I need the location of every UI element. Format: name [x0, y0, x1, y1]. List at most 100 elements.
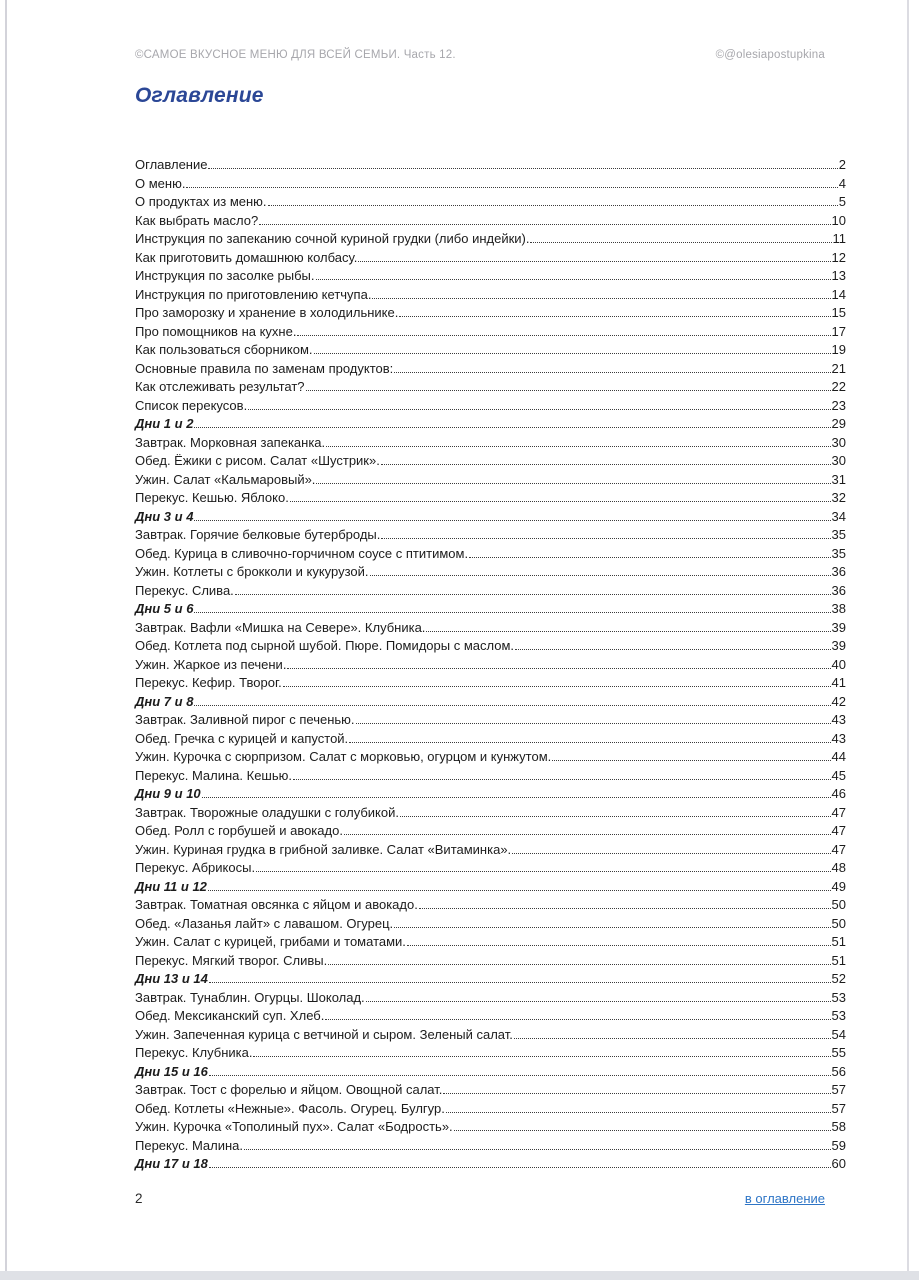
toc-entry-label: Ужин. Куриная грудка в грибной заливке. …	[135, 841, 512, 857]
toc-entry[interactable]: Завтрак. Вафли «Мишка на Севере». Клубни…	[135, 619, 846, 638]
toc-dot-leader	[316, 480, 831, 484]
toc-entry[interactable]: Обед. Мексиканский суп. Хлеб. 53	[135, 1007, 846, 1026]
toc-entry-label: Оглавление	[135, 157, 208, 172]
toc-entry[interactable]: Дни 9 и 10 46	[135, 785, 846, 804]
toc-entry[interactable]: Инструкция по приготовлению кетчупа. 14	[135, 286, 846, 305]
toc-entry[interactable]: Как отслеживать результат? 22	[135, 378, 846, 397]
toc-dot-leader	[358, 258, 831, 262]
toc-entry[interactable]: Перекус. Малина. 59	[135, 1137, 846, 1156]
toc-entry[interactable]: Дни 3 и 4 34	[135, 508, 846, 527]
toc-dot-leader	[289, 498, 831, 502]
toc-dot-leader	[297, 332, 831, 336]
toc-entry[interactable]: Завтрак. Тост с форелью и яйцом. Овощной…	[135, 1081, 846, 1100]
toc-entry-page: 10	[831, 212, 846, 228]
toc-entry[interactable]: Дни 5 и 6 38	[135, 600, 846, 619]
toc-dot-leader	[512, 850, 831, 854]
toc-entry[interactable]: Перекус. Абрикосы. 48	[135, 859, 846, 878]
toc-entry[interactable]: Перекус. Слива. 36	[135, 582, 846, 601]
toc-entry-page: 12	[831, 249, 846, 265]
toc-entry[interactable]: Завтрак. Заливной пирог с печенью. 43	[135, 711, 846, 730]
toc-entry[interactable]: Ужин. Салат с курицей, грибами и томатам…	[135, 933, 846, 952]
toc-entry-page: 35	[831, 545, 846, 561]
toc-entry[interactable]: Дни 17 и 18 60	[135, 1155, 846, 1174]
toc-entry-label: О меню.	[135, 175, 186, 191]
toc-entry[interactable]: Завтрак. Томатная овсянка с яйцом и авок…	[135, 896, 846, 915]
toc-entry[interactable]: Обед. Ролл с горбушей и авокадо. 47	[135, 822, 846, 841]
toc-dot-leader	[369, 572, 831, 576]
toc-entry-page: 29	[831, 416, 846, 431]
page-title: Оглавление	[135, 84, 264, 107]
toc-entry[interactable]: Обед. Котлеты «Нежные». Фасоль. Огурец. …	[135, 1100, 846, 1119]
toc-entry[interactable]: Перекус. Кефир. Творог. 41	[135, 674, 846, 693]
toc-entry[interactable]: Ужин. Котлеты с брокколи и кукурузой. 36	[135, 563, 846, 582]
toc-entry[interactable]: Ужин. Запеченная курица с ветчиной и сыр…	[135, 1026, 846, 1045]
header-copyright-text: ©САМОЕ ВКУСНОЕ МЕНЮ ДЛЯ ВСЕЙ СЕМЬИ. Част…	[135, 49, 456, 61]
toc-entry-label: Про заморозку и хранение в холодильнике.	[135, 305, 399, 320]
toc-entry[interactable]: Как приготовить домашнюю колбасу. 12	[135, 249, 846, 268]
toc-entry[interactable]: Ужин. Курочка «Тополиный пух». Салат «Бо…	[135, 1118, 846, 1137]
toc-entry[interactable]: Оглавление 2	[135, 156, 846, 175]
toc-entry-page: 13	[831, 268, 846, 283]
toc-entry[interactable]: Завтрак. Морковная запеканка. 30	[135, 434, 846, 453]
toc-dot-leader	[326, 443, 831, 447]
toc-dot-leader	[399, 313, 831, 317]
toc-entry[interactable]: Как выбрать масло? 10	[135, 212, 846, 231]
toc-entry-label: Дни 3 и 4	[135, 508, 194, 524]
toc-dot-leader	[469, 554, 831, 558]
toc-entry-label: Список перекусов.	[135, 397, 248, 413]
toc-entry[interactable]: Как пользоваться сборником. 19	[135, 341, 846, 360]
toc-entry[interactable]: Инструкция по засолке рыбы. 13	[135, 267, 846, 286]
toc-entry-label: Завтрак. Вафли «Мишка на Севере». Клубни…	[135, 619, 426, 635]
toc-entry-label: Инструкция по приготовлению кетчупа.	[135, 286, 372, 302]
toc-entry[interactable]: Завтрак. Горячие белковые бутерброды. 35	[135, 526, 846, 545]
toc-entry[interactable]: Перекус. Кешью. Яблоко. 32	[135, 489, 846, 508]
toc-entry[interactable]: Обед. «Лазанья лайт» с лавашом. Огурец. …	[135, 915, 846, 934]
toc-entry[interactable]: Обед. Ёжики с рисом. Салат «Шустрик». 30	[135, 452, 846, 471]
toc-entry[interactable]: Ужин. Курочка с сюрпризом. Салат с морко…	[135, 748, 846, 767]
toc-dot-leader	[315, 276, 831, 280]
toc-entry-page: 36	[831, 564, 846, 579]
toc-entry[interactable]: Перекус. Малина. Кешью. 45	[135, 767, 846, 786]
toc-entry-label: Инструкция по запеканию сочной куриной г…	[135, 231, 530, 246]
toc-dot-leader	[400, 813, 831, 817]
toc-dot-leader	[234, 591, 831, 595]
toc-entry-page: 53	[831, 989, 846, 1005]
toc-entry[interactable]: Про помощников на кухне. 17	[135, 323, 846, 342]
toc-entry[interactable]: Завтрак. Тунаблин. Огурцы. Шоколад. 53	[135, 989, 846, 1008]
toc-entry-label: Завтрак. Тунаблин. Огурцы. Шоколад.	[135, 989, 365, 1005]
toc-entry-page: 39	[831, 638, 846, 653]
toc-entry[interactable]: Завтрак. Творожные оладушки с голубикой.…	[135, 804, 846, 823]
toc-entry[interactable]: Перекус. Клубника. 55	[135, 1044, 846, 1063]
toc-entry-page: 23	[831, 397, 846, 413]
toc-entry[interactable]: Инструкция по запеканию сочной куриной г…	[135, 230, 846, 249]
toc-entry-page: 48	[831, 860, 846, 875]
toc-entry[interactable]: Обед. Гречка с курицей и капустой. 43	[135, 730, 846, 749]
toc-entry[interactable]: Обед. Котлета под сырной шубой. Пюре. По…	[135, 637, 846, 656]
toc-entry[interactable]: Дни 13 и 14 52	[135, 970, 846, 989]
toc-entry[interactable]: Основные правила по заменам продуктов: 2…	[135, 360, 846, 379]
toc-entry[interactable]: Ужин. Жаркое из печени. 40	[135, 656, 846, 675]
toc-entry-label: Дни 17 и 18	[135, 1156, 208, 1171]
toc-entry[interactable]: Ужин. Салат «Кальмаровый». 31	[135, 471, 846, 490]
toc-entry[interactable]: Обед. Курица в сливочно-горчичном соусе …	[135, 545, 846, 564]
back-to-toc-link[interactable]: в оглавление	[744, 1191, 825, 1206]
toc-entry[interactable]: Про заморозку и хранение в холодильнике.…	[135, 304, 846, 323]
toc-entry-label: Основные правила по заменам продуктов:	[135, 360, 394, 376]
toc-entry[interactable]: Дни 11 и 12 49	[135, 878, 846, 897]
toc-entry-label: Инструкция по засолке рыбы.	[135, 268, 315, 283]
toc-entry-page: 14	[831, 286, 846, 302]
toc-entry[interactable]: Дни 15 и 16 56	[135, 1063, 846, 1082]
toc-entry-label: Обед. Ролл с горбушей и авокадо.	[135, 823, 343, 838]
toc-dot-leader	[267, 202, 838, 206]
toc-entry[interactable]: О продуктах из меню. 5	[135, 193, 846, 212]
toc-dot-leader	[253, 1053, 831, 1057]
toc-entry[interactable]: Перекус. Мягкий творог. Сливы. 51	[135, 952, 846, 971]
toc-entry-page: 60	[831, 1156, 846, 1171]
toc-entry[interactable]: Дни 7 и 8 42	[135, 693, 846, 712]
toc-entry[interactable]: Список перекусов. 23	[135, 397, 846, 416]
toc-dot-leader	[194, 609, 831, 613]
toc-entry[interactable]: Ужин. Куриная грудка в грибной заливке. …	[135, 841, 846, 860]
toc-entry[interactable]: О меню. 4	[135, 175, 846, 194]
toc-entry[interactable]: Дни 1 и 2 29	[135, 415, 846, 434]
toc-entry-label: Ужин. Курочка «Тополиный пух». Салат «Бо…	[135, 1119, 453, 1134]
